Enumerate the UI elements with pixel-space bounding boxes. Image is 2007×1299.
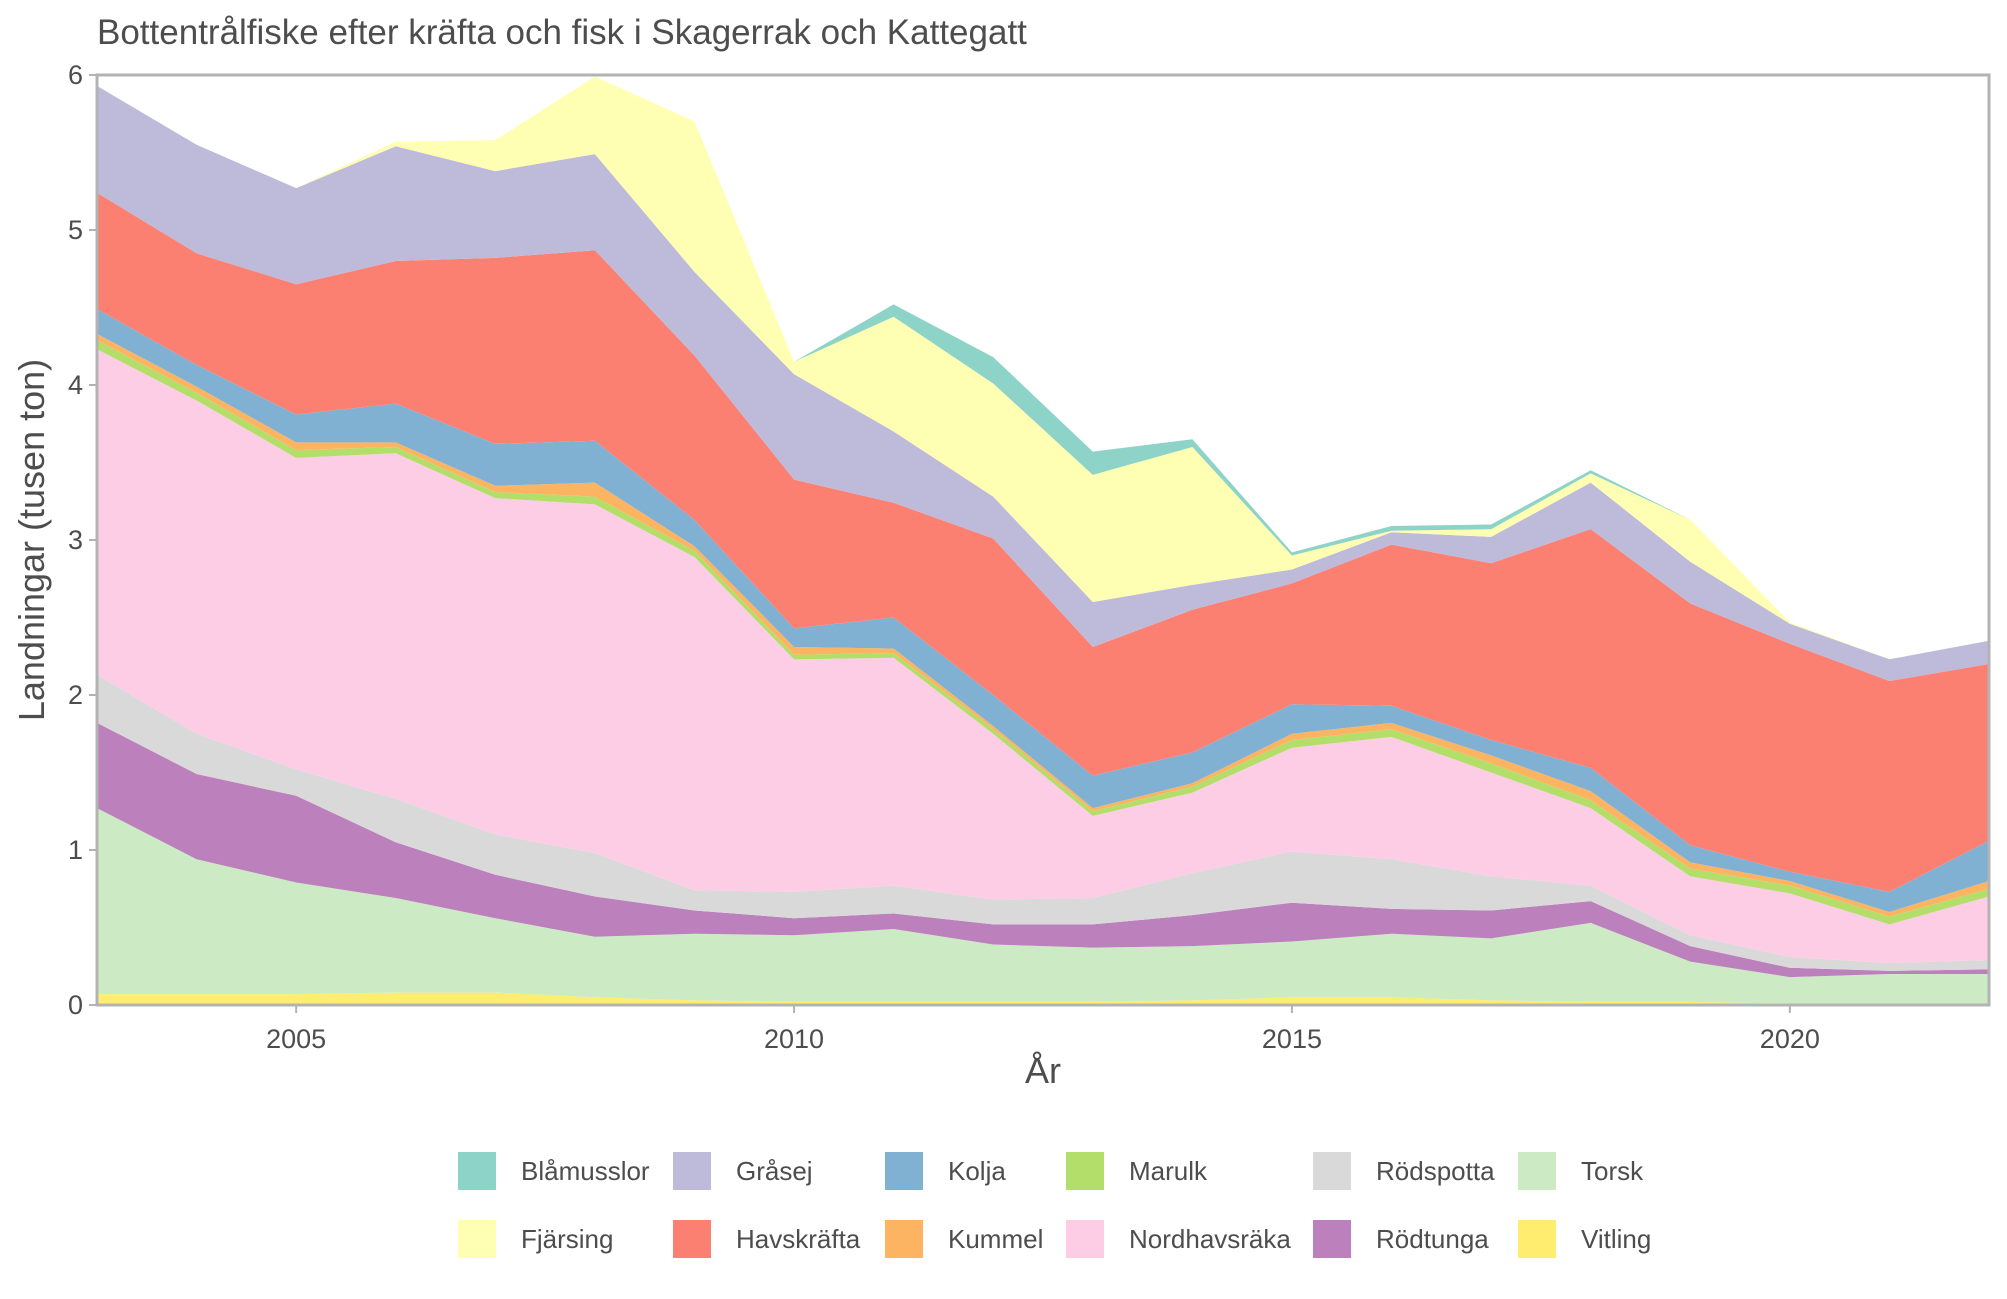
legend-key-marulk	[1066, 1152, 1104, 1190]
area-grasej	[97, 85, 1989, 681]
chart-title: Bottentrålfiske efter kräfta och fisk i …	[97, 13, 1027, 52]
legend-key-rodtunga	[1313, 1220, 1351, 1258]
y-tick-label: 3	[68, 525, 83, 555]
legend-key-grasej	[673, 1152, 711, 1190]
x-tick-label: 2015	[1262, 1024, 1322, 1054]
legend-key-kummel	[885, 1220, 923, 1258]
legend-label-fjarsing: Fjärsing	[521, 1224, 613, 1254]
x-tick-label: 2005	[266, 1024, 326, 1054]
area-blamusslor	[97, 76, 1989, 660]
legend-label-grasej: Gråsej	[736, 1156, 813, 1186]
legend-label-nordhavsraka: Nordhavsräka	[1129, 1224, 1291, 1254]
legend-key-torsk	[1518, 1152, 1556, 1190]
legend-label-vitling: Vitling	[1581, 1224, 1651, 1254]
y-tick-label: 5	[68, 215, 83, 245]
area-rodspotta	[97, 674, 1989, 971]
legend-label-rodspotta: Rödspotta	[1376, 1156, 1495, 1186]
legend-label-havskrafta: Havskräfta	[736, 1224, 861, 1254]
legend-key-rodspotta	[1313, 1152, 1351, 1190]
y-tick-label: 1	[68, 835, 83, 865]
y-tick-label: 0	[68, 990, 83, 1020]
area-fjarsing	[97, 76, 1989, 660]
area-rodtunga	[97, 722, 1989, 978]
y-axis-title: Landningar (tusen ton)	[11, 359, 52, 721]
legend-key-havskrafta	[673, 1220, 711, 1258]
y-axis: 0 1 2 3 4 5 6	[68, 60, 97, 1020]
x-tick-label: 2020	[1760, 1024, 1820, 1054]
area-torsk	[97, 808, 1989, 1004]
area-kummel	[97, 333, 1989, 917]
x-axis: 2005 2010 2015 2020	[266, 1005, 1820, 1054]
area-nordhavsraka	[97, 349, 1989, 964]
legend-key-blamusslor	[458, 1152, 496, 1190]
x-axis-title: År	[1025, 1050, 1061, 1091]
x-tick-label: 2010	[764, 1024, 824, 1054]
y-tick-label: 4	[68, 370, 83, 400]
legend-key-nordhavsraka	[1066, 1220, 1104, 1258]
area-havskrafta	[97, 192, 1989, 892]
area-marulk	[97, 340, 1989, 925]
area-vitling	[97, 992, 1989, 1005]
legend-key-fjarsing	[458, 1220, 496, 1258]
legend-label-rodtunga: Rödtunga	[1376, 1224, 1489, 1254]
legend-label-kummel: Kummel	[948, 1224, 1043, 1254]
area-series-group	[97, 76, 1989, 1005]
y-tick-label: 6	[68, 60, 83, 90]
legend: Blåmusslor Fjärsing Gråsej Havskräfta Kolja K…	[458, 1152, 1651, 1258]
legend-key-kolja	[885, 1152, 923, 1190]
legend-label-torsk: Torsk	[1581, 1156, 1644, 1186]
y-tick-label: 2	[68, 680, 83, 710]
legend-label-marulk: Marulk	[1129, 1156, 1208, 1186]
legend-key-vitling	[1518, 1220, 1556, 1258]
legend-label-blamusslor: Blåmusslor	[521, 1156, 650, 1186]
legend-label-kolja: Kolja	[948, 1156, 1006, 1186]
area-kolja	[97, 309, 1989, 912]
